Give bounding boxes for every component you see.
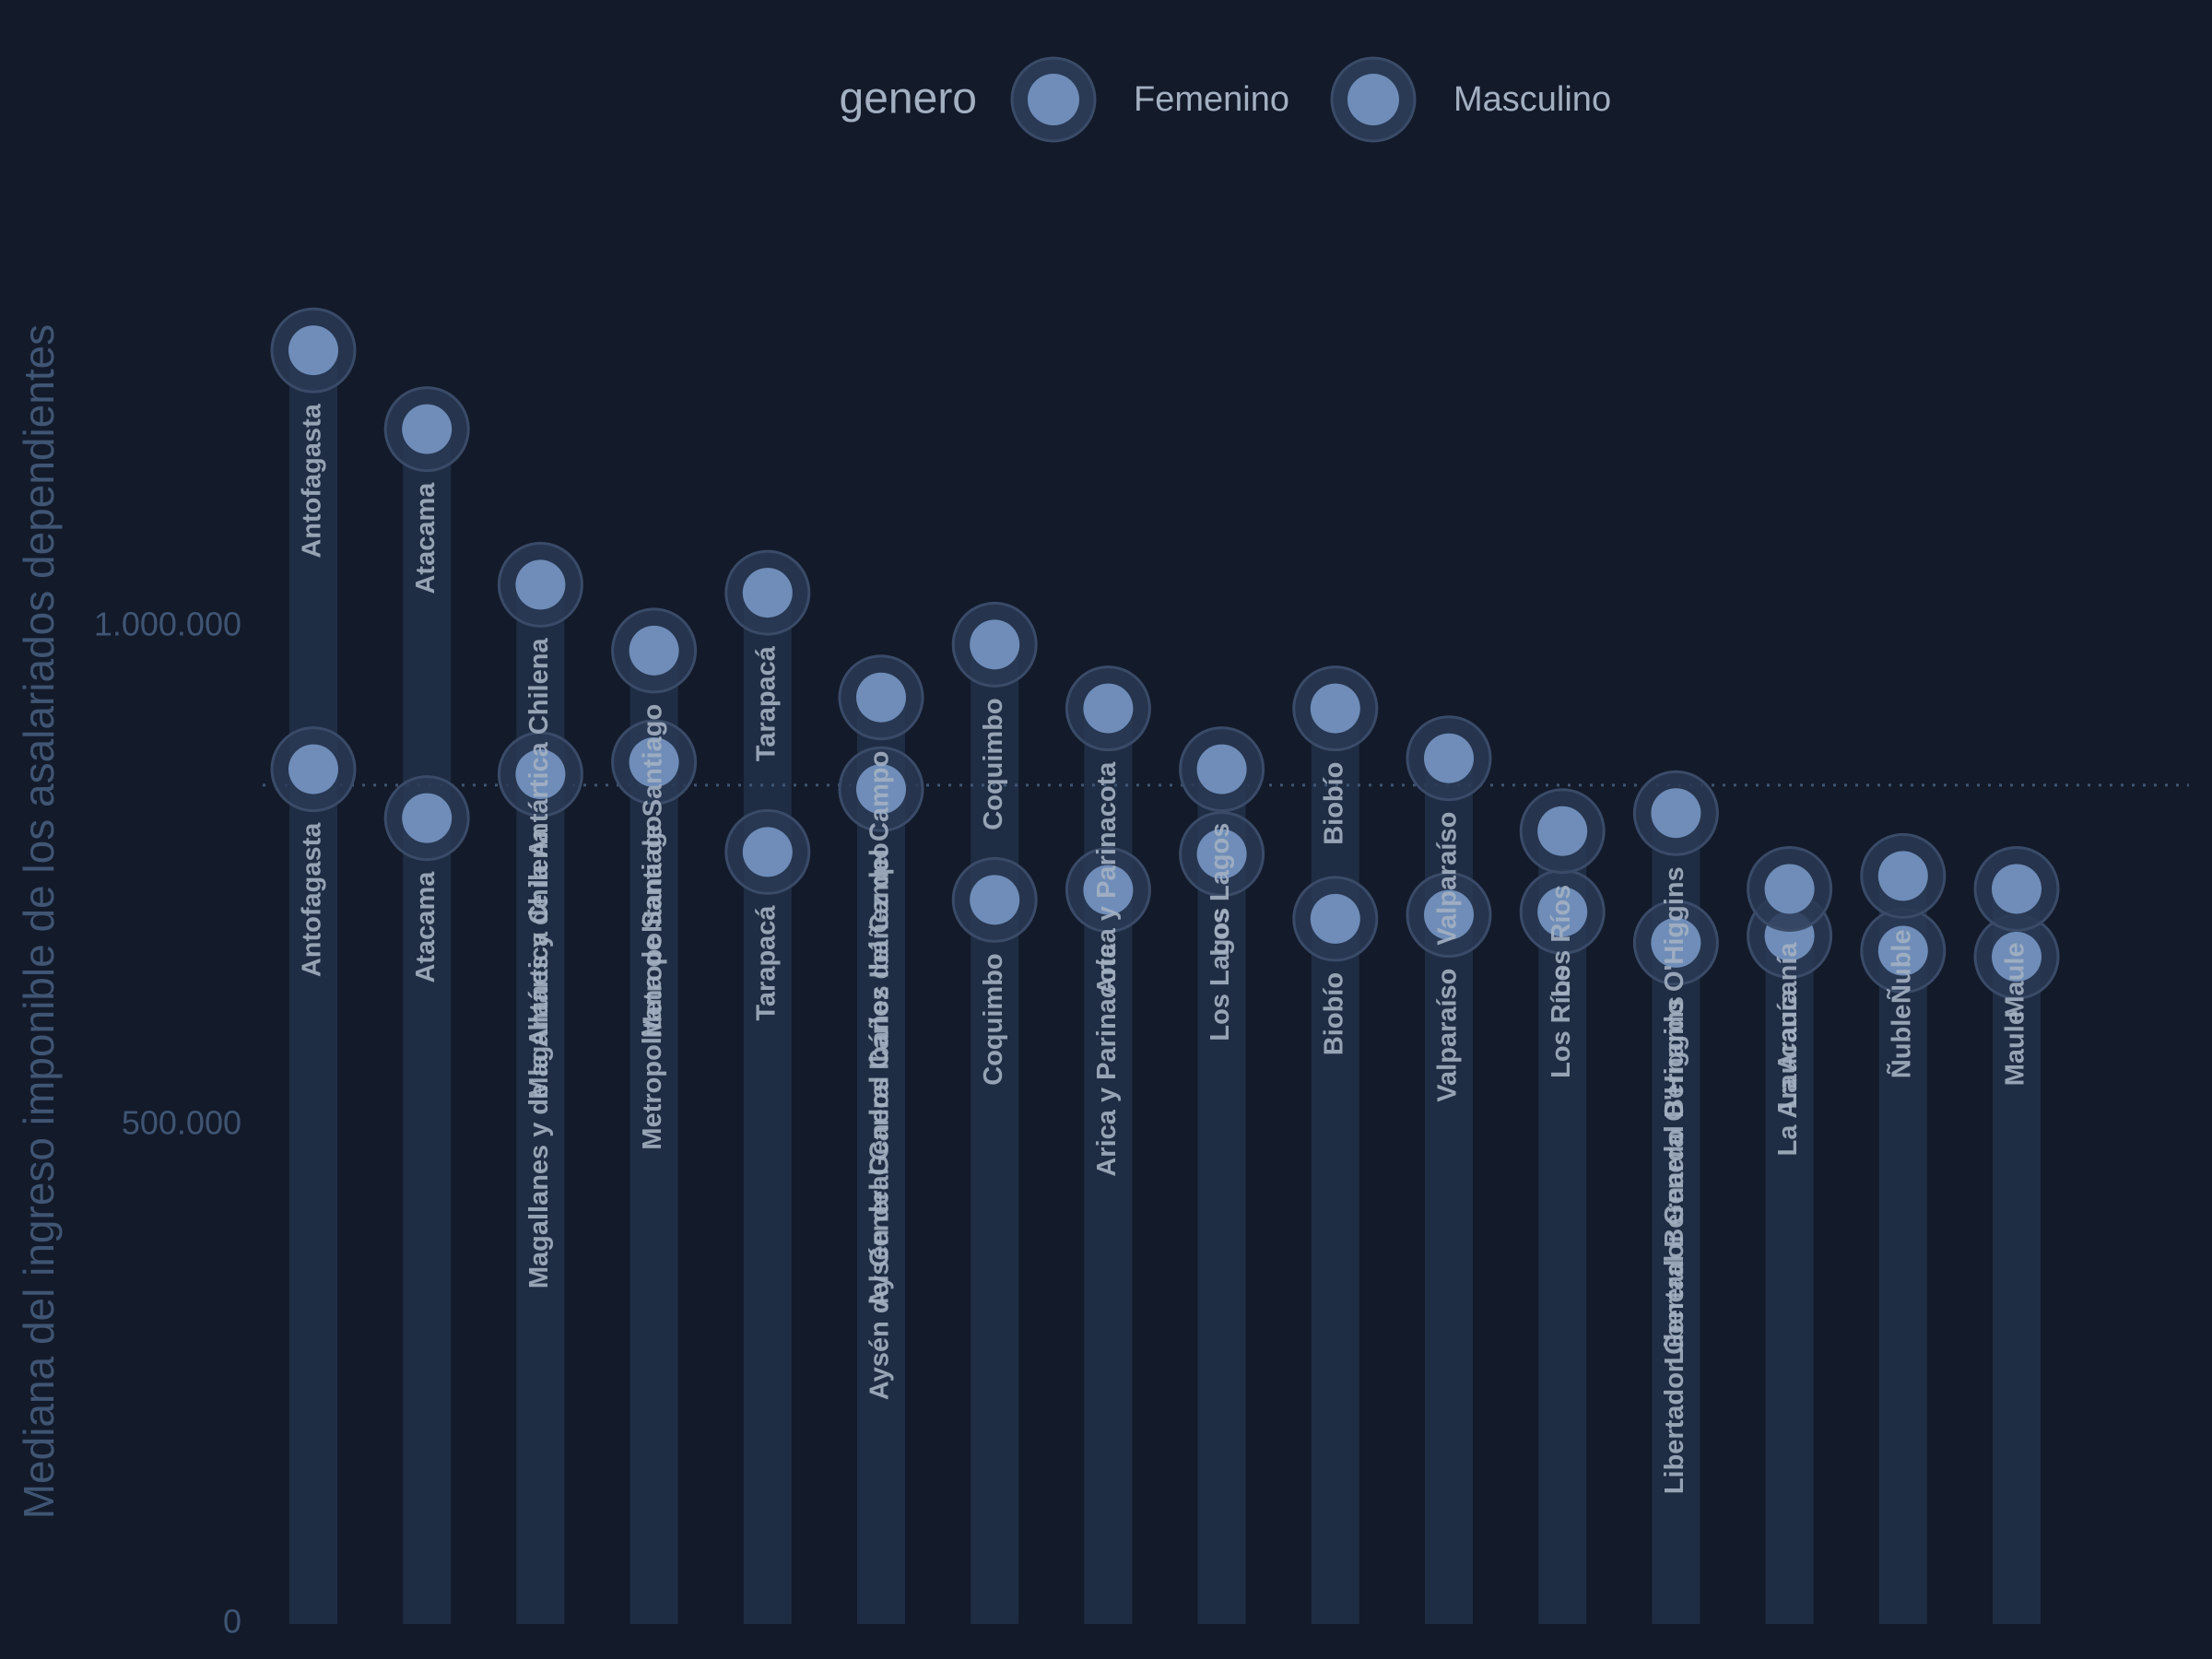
legend-swatch [1028,74,1079,125]
category-label: Atacama [411,482,441,594]
category-label: Biobío [1319,972,1348,1055]
track [629,650,678,1624]
dot [970,875,1020,925]
category-label: Antofagasta [298,822,327,977]
dot [1196,744,1247,794]
track [971,644,1019,1624]
category-label: Arica y Parinacota [1092,761,1122,995]
track [403,429,452,1624]
y-tick-label: 0 [223,1603,241,1641]
legend-label: Femenino [1134,80,1289,119]
track [1538,830,1587,1624]
legend-label: Masculino [1453,80,1611,119]
track [1197,769,1246,1624]
category-label: Los Ríos [1547,965,1576,1077]
y-axis-title: Mediana del ingreso imponible de los asa… [15,324,63,1520]
dot [1877,925,1928,976]
category-label: Coquimbo [979,953,1008,1085]
dot [1651,788,1701,839]
dot [402,793,453,843]
category-label: Magallanes y de la Antártica Chilena [524,638,554,1100]
dot [1310,683,1360,734]
dot [1083,683,1134,734]
category-label: Maule [2001,1010,2030,1086]
dot [1537,806,1588,856]
category-label: Tarapacá [751,905,781,1021]
track [1765,888,1814,1624]
dot [515,749,566,800]
category-label: Arica y Parinacota [1092,943,1122,1177]
category-label: Biobío [1319,762,1348,845]
dot [1651,917,1701,968]
category-label: Valparaíso [1433,969,1463,1102]
legend-swatch [1347,74,1399,125]
category-label: Metropolitana de Santiago [638,816,667,1150]
legend-title: genero [840,75,977,124]
track [857,697,905,1624]
track [743,593,792,1625]
category-label: Atacama [411,871,441,983]
track [1311,708,1359,1624]
dot [742,568,793,618]
dot [856,672,906,723]
dot [629,625,679,676]
category-label: La Araucanía [1773,988,1803,1156]
category-label: Ñuble [1885,929,1916,1004]
category-label: La Araucanía [1773,942,1803,1110]
category-label: Libertador General Bernardo O'Higgins [1660,996,1689,1494]
category-label: Valparaíso [1433,812,1463,946]
category-label: Aysén del General Carlos Ibáñez del Camp… [865,751,895,1309]
dot [515,559,566,610]
dot [1196,829,1247,879]
y-tick-label: 500.000 [122,1103,241,1141]
dot [288,744,338,794]
dot [1424,889,1474,940]
category-label: Coquimbo [979,698,1008,830]
dot [1537,887,1588,937]
dot [402,404,453,454]
category-label: Los Lagos [1206,823,1235,957]
dot [856,764,906,815]
dot [1310,893,1360,944]
category-label: Libertador General Bernardo O'Higgins [1660,866,1689,1364]
category-label: Los Ríos [1547,885,1576,997]
dot [1764,864,1815,914]
category-label: Los Lagos [1206,908,1235,1041]
category-label: Maule [2001,942,2030,1018]
category-label: Tarapacá [751,645,781,761]
dot [1877,851,1928,901]
y-tick-label: 1.000.000 [94,605,241,642]
category-label: Antofagasta [298,403,327,558]
dot [970,619,1020,670]
dot [742,827,793,877]
dot [288,325,338,376]
track [1993,888,2041,1624]
dot [1424,733,1474,783]
track [1878,876,1927,1624]
dot [1992,864,2041,914]
category-label: Aysén del General Carlos Ibáñez del Camp… [865,842,895,1400]
dot [629,737,679,788]
category-label: Metropolitana de Santiago [638,704,667,1039]
category-label: Magallanes y de la Antártica Chilena [524,827,554,1288]
track [289,350,337,1625]
dot [1083,865,1134,915]
category-label: Ñuble [1885,1005,1916,1079]
dot [1992,932,2041,982]
